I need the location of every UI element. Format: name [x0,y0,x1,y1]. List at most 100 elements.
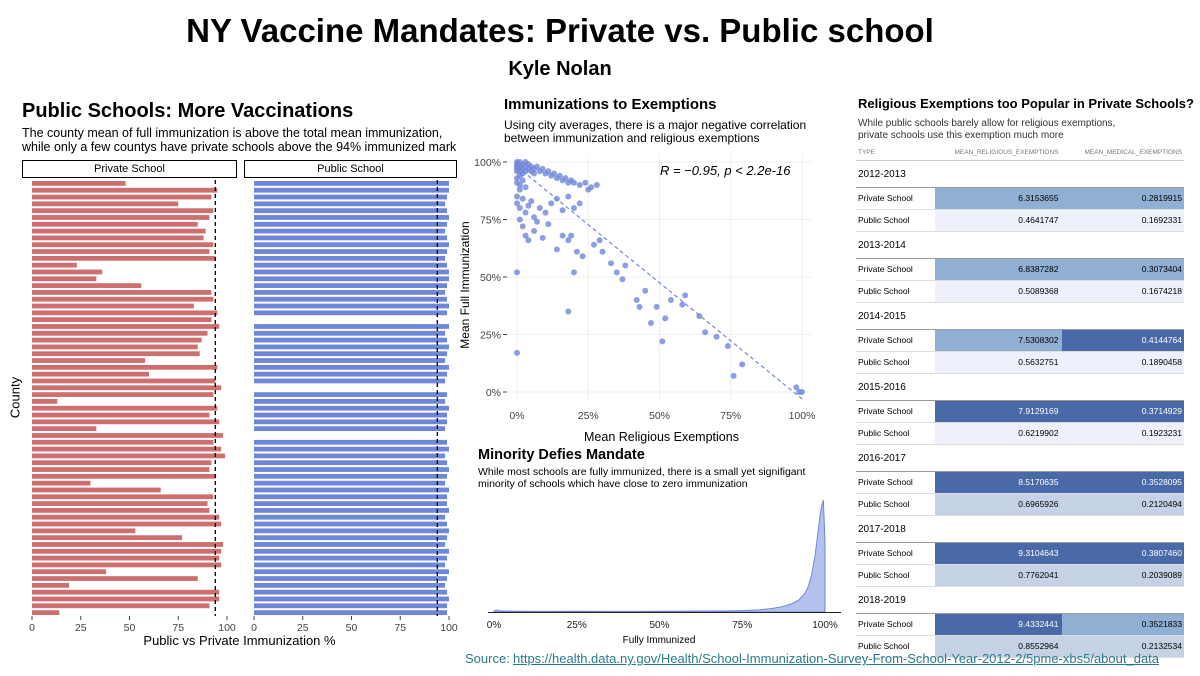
cell-type: Public School [858,286,910,296]
scatter-point-79 [608,260,615,267]
density-title: Minority Defies Mandate [478,447,645,463]
bar-0-31 [32,392,214,397]
cell-type: Private School [858,548,913,558]
cell-religious: 0.5632751 [935,352,1063,373]
scatter-point-98 [739,361,746,368]
bar-1-36 [254,426,446,432]
scatter-point-91 [679,301,686,308]
cell-type: Private School [858,264,913,274]
x-tick-label: 75 [394,622,406,634]
bar-0-25 [32,351,200,357]
bar-0-44 [32,480,91,486]
bar-1-39 [254,446,449,452]
source-label: Source: [465,651,510,666]
source-link[interactable]: https://health.data.ny.gov/Health/School… [513,651,1160,666]
table-header-row: TYPE MEAN_RELIGIOUS_EXEMPTIONS MEAN_MEDI… [856,146,1184,161]
scatter-point-60 [571,205,577,211]
scatter-subtitle-line2: between immunization and religious exemp… [504,131,760,145]
cell-medical: 0.2132534 [1062,636,1184,657]
cell-medical: 0.3714929 [1062,401,1184,422]
density-x-axis-label: Fully Immunized [622,635,696,646]
bar-1-27 [254,364,449,370]
bar-0-7 [32,228,206,234]
bar-chart-subtitle-line1: The county mean of full immunization is … [22,126,443,140]
bar-1-8 [254,235,448,241]
bar-0-16 [32,290,212,295]
scatter-point-86 [647,320,654,326]
cell-type: Private School [858,619,913,629]
bar-1-56 [254,562,446,568]
table-row: Private School 9.4332441 0.3521833 [856,614,1184,636]
cell-religious: 0.6219902 [935,423,1063,444]
density-subtitle-line1: While most schools are fully immunized, … [478,466,806,478]
cell-religious: 0.6965926 [935,494,1063,515]
table-row: Private School 7.9129169 0.3714929 [856,401,1184,423]
x-tick-label: 50 [346,622,358,634]
bar-0-61 [32,596,220,602]
scatter-point-69 [545,221,552,228]
scatter-point-90 [667,297,674,303]
scatter-y-axis-label: Mean Full Immunization [458,221,472,349]
bar-1-47 [254,501,448,506]
bar-0-46 [32,494,214,500]
bar-1-13 [254,269,449,275]
scatter-point-39 [514,175,520,182]
cell-religious: 9.3104643 [935,543,1063,564]
bar-1-34 [254,412,448,418]
bar-0-56 [32,562,222,568]
bar-0-51 [32,528,136,534]
cell-medical: 0.2819915 [1062,188,1184,209]
bar-1-32 [254,399,446,404]
bar-1-40 [254,453,446,459]
bar-0-3 [32,201,179,207]
bar-0-20 [32,317,212,323]
facet-strip-private: Private School [22,160,237,178]
scatter-subtitle-line1: Using city averages, there is a major ne… [504,118,807,132]
cell-type: Public School [858,641,910,651]
table-subtitle-line1: While public schools barely allow for re… [858,118,1116,129]
bar-0-10 [32,249,210,254]
scatter-point-87 [653,303,660,310]
bar-1-12 [254,262,448,268]
scatter-point-93 [696,313,703,320]
scatter-point-43 [519,177,526,184]
table-row: Public School 0.8552964 0.2132534 [856,636,1184,658]
bar-1-21 [254,324,449,329]
scatter-point-81 [619,276,626,283]
cell-religious: 0.8552964 [935,636,1063,657]
scatter-x-axis-label: Mean Religious Exemptions [584,430,739,444]
bar-0-11 [32,255,216,261]
x-tick-label: 25 [75,622,87,634]
bar-0-59 [32,582,70,588]
bar-0-28 [32,371,149,377]
bar-0-48 [32,508,210,513]
bar-0-18 [32,303,194,309]
x-tick-label: 0% [487,620,502,631]
density-plot: 0% 25% 50% 75% 100% [487,499,841,631]
scatter-point-68 [539,234,546,241]
scatter-point-67 [531,228,538,234]
y-tick-label: 50% [480,272,501,284]
bar-1-23 [254,337,448,343]
bar-1-42 [254,467,449,472]
bar-0-60 [32,589,220,595]
trend-line [516,166,803,400]
bar-1-49 [254,514,446,520]
bar-1-22 [254,330,446,336]
bar-0-9 [32,242,214,248]
bar-0-52 [32,535,183,541]
bar-0-19 [32,310,218,316]
scatter-point-27 [551,170,558,177]
bar-0-54 [32,548,222,554]
bar-0-23 [32,337,202,343]
bar-chart-plot: 0 25 50 75 100 0 25 50 75 100 [29,180,458,634]
scatter-point-101 [799,389,805,395]
table-group-2018-2019: 2018-2019 [856,589,1184,614]
bar-0-29 [32,378,216,384]
bar-0-27 [32,364,218,370]
scatter-point-51 [528,198,535,205]
table-row: Public School 0.7762041 0.2039089 [856,565,1184,587]
table-title: Religious Exemptions too Popular in Priv… [858,96,1194,111]
scatter-point-75 [579,253,586,260]
bar-1-44 [254,480,446,486]
